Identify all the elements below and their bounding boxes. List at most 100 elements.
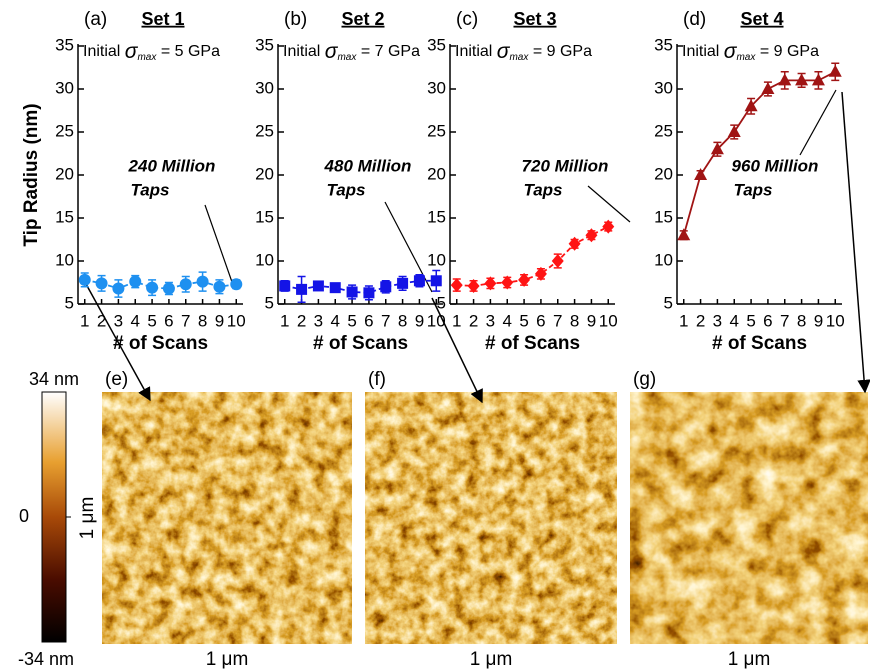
y-tick-label: 10 — [55, 250, 74, 269]
annotation-symbol: σ — [724, 40, 738, 63]
y-tick-label: 15 — [654, 207, 673, 226]
marker — [346, 286, 358, 298]
x-tick-label: 4 — [730, 311, 739, 330]
x-tick-label: 8 — [198, 311, 207, 330]
x-tick-label: 3 — [713, 311, 722, 330]
annotation-sub: max — [736, 52, 756, 63]
callout-text: 480 Million — [324, 156, 412, 175]
marker — [179, 278, 192, 291]
x-tick-label: 7 — [780, 311, 789, 330]
annotation-sub: max — [137, 52, 157, 63]
marker — [329, 282, 341, 294]
y-tick-label: 20 — [55, 164, 74, 183]
callout-text: 720 Million — [522, 156, 609, 175]
annotation-text: Initial — [455, 43, 497, 60]
callout-line — [799, 89, 837, 156]
x-tick-label: 9 — [814, 311, 823, 330]
marker — [129, 275, 142, 288]
marker — [778, 73, 792, 86]
scale-label: 1 μm — [206, 649, 249, 670]
marker — [296, 283, 308, 295]
y-axis-label: Tip Radius (nm) — [21, 103, 42, 246]
marker — [230, 278, 243, 291]
annotation-symbol: σ — [125, 40, 139, 63]
annotation-text: Initial — [83, 43, 125, 60]
marker — [811, 73, 825, 86]
marker — [744, 99, 758, 112]
callout-line — [384, 201, 433, 293]
afm-image — [365, 392, 617, 644]
marker — [534, 266, 547, 281]
marker — [279, 280, 291, 292]
marker — [363, 287, 375, 299]
x-tick-label: 8 — [797, 311, 806, 330]
series-line — [682, 70, 836, 236]
marker — [146, 281, 159, 294]
x-tick-label: 6 — [364, 311, 373, 330]
annotation-text: = 5 GPa — [156, 43, 220, 60]
afm-image — [102, 392, 352, 644]
x-tick-label: 9 — [587, 311, 596, 330]
y-tick-label: 25 — [427, 121, 446, 140]
series-line — [456, 225, 609, 287]
chart-title: Set 4 — [740, 9, 783, 29]
marker — [828, 64, 842, 77]
annotation: Initial σmax = 9 GPa — [455, 40, 592, 63]
x-tick-label: 7 — [553, 311, 562, 330]
x-tick-label: 9 — [215, 311, 224, 330]
marker — [413, 275, 425, 287]
marker — [484, 276, 497, 291]
annotation: Initial σmax = 7 GPa — [283, 40, 420, 63]
x-tick-label: 6 — [763, 311, 772, 330]
y-tick-label: 35 — [427, 35, 446, 54]
callout-line — [587, 185, 631, 223]
marker — [677, 228, 691, 241]
marker — [196, 275, 209, 288]
x-tick-label: 3 — [314, 311, 323, 330]
x-tick-label: 9 — [415, 311, 424, 330]
marker — [467, 278, 480, 293]
y-tick-label: 30 — [654, 78, 673, 97]
y-tick-label: 30 — [255, 78, 274, 97]
x-tick-label: 5 — [746, 311, 755, 330]
panel-label: (c) — [456, 9, 478, 30]
annotation-text: = 7 GPa — [356, 43, 420, 60]
y-tick-label: 5 — [265, 293, 274, 312]
marker — [78, 273, 91, 286]
y-tick-label: 15 — [55, 207, 74, 226]
marker — [501, 275, 514, 290]
y-tick-label: 35 — [654, 35, 673, 54]
arrow — [431, 297, 483, 404]
y-tick-label: 5 — [65, 293, 74, 312]
callout-text: 960 Million — [732, 156, 819, 175]
x-axis-label: # of Scans — [485, 333, 580, 354]
x-tick-label: 6 — [536, 311, 545, 330]
afm-image — [630, 392, 868, 644]
series-line — [84, 279, 237, 290]
annotation-sub: max — [337, 52, 357, 63]
image-label: (g) — [633, 369, 656, 390]
y-tick-label: 30 — [427, 78, 446, 97]
x-tick-label: 3 — [114, 311, 123, 330]
y-tick-label: 15 — [255, 207, 274, 226]
x-tick-label: 8 — [570, 311, 579, 330]
x-tick-label: 1 — [280, 311, 289, 330]
chart-title: Set 2 — [341, 9, 384, 29]
y-tick-label: 35 — [255, 35, 274, 54]
colorbar-label: 0 — [19, 506, 29, 526]
marker — [450, 278, 463, 293]
colorbar-label: 34 nm — [29, 369, 79, 389]
arrow — [841, 91, 870, 394]
y-tick-label: 25 — [255, 121, 274, 140]
marker — [162, 282, 175, 295]
x-tick-label: 4 — [131, 311, 140, 330]
y-tick-label: 10 — [654, 250, 673, 269]
marker — [585, 228, 598, 243]
marker — [761, 82, 775, 94]
colorbar-label: -34 nm — [18, 649, 74, 669]
annotation-text: = 9 GPa — [755, 43, 819, 60]
x-tick-label: 10 — [427, 311, 446, 330]
marker — [112, 282, 125, 295]
x-tick-label: 3 — [486, 311, 495, 330]
callout-text: Taps — [523, 180, 562, 199]
